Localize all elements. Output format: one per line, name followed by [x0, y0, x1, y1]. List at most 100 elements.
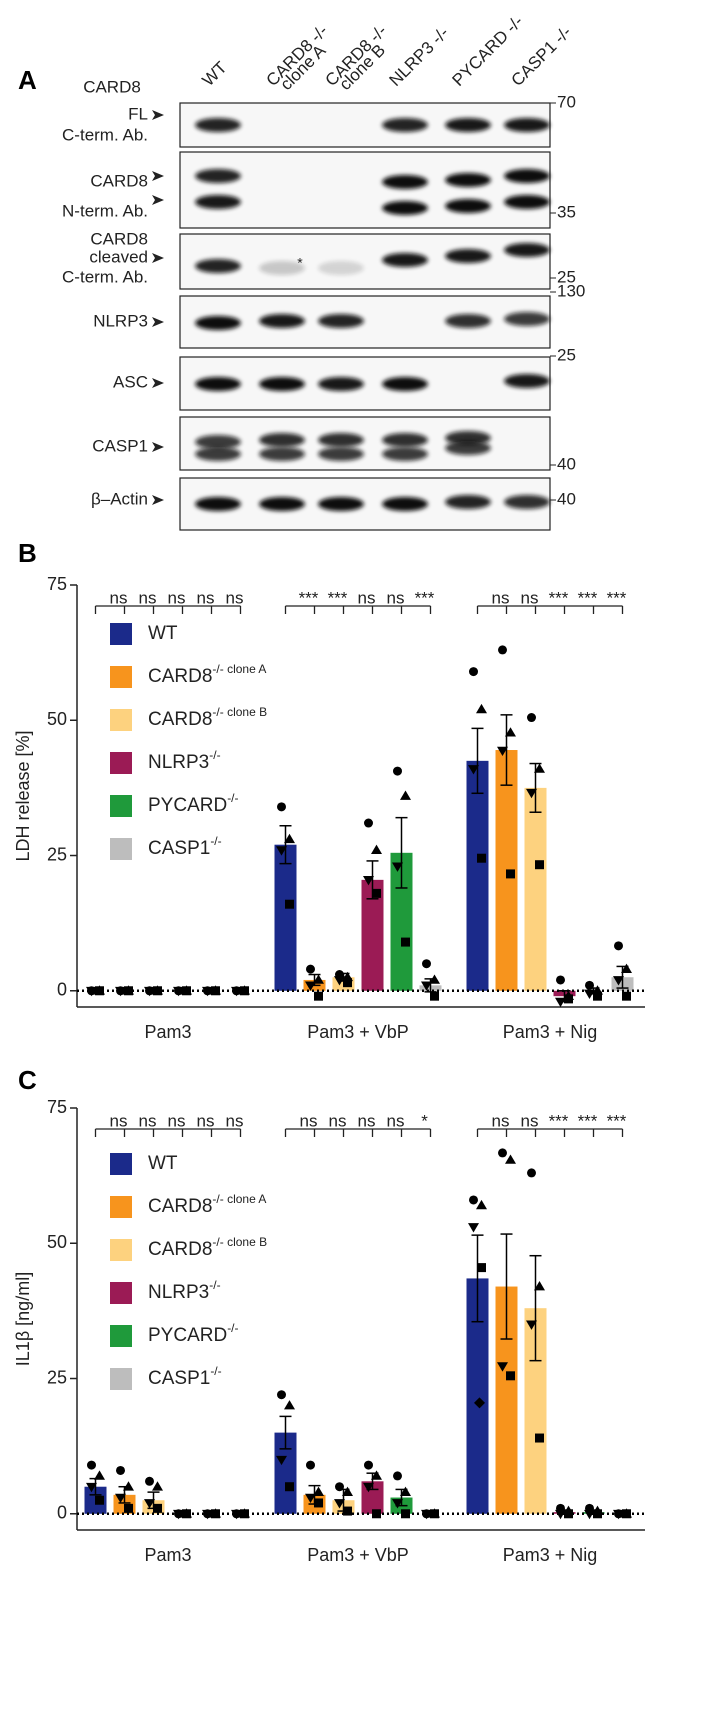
significance-label: ***: [415, 588, 435, 607]
blot-band: [318, 447, 364, 461]
data-point: [430, 991, 439, 1001]
x-tick-label: Pam3: [144, 1022, 191, 1042]
data-point: [506, 869, 515, 879]
data-point: [527, 1168, 536, 1178]
data-point: [335, 1482, 344, 1492]
data-point: [474, 1397, 485, 1409]
blot-band: [382, 201, 428, 215]
legend-swatch: [110, 1368, 132, 1390]
legend-name: CASP1: [148, 838, 210, 859]
data-point: [364, 818, 373, 828]
data-point: [144, 986, 155, 997]
blot-band: [445, 118, 491, 132]
legend-name: CARD8: [148, 709, 212, 730]
legend-swatch: [110, 795, 132, 817]
blot-band: [382, 447, 428, 461]
data-point: [476, 703, 487, 714]
significance-label: ns: [329, 1111, 347, 1130]
legend-swatch: [110, 666, 132, 688]
data-point: [240, 1509, 249, 1519]
lane-label: NLRP3 -/-: [386, 23, 453, 90]
data-point: [284, 1400, 295, 1410]
row-label: C-term. Ab.: [62, 125, 148, 144]
x-tick-label: Pam3 + Nig: [503, 1545, 598, 1565]
data-point: [95, 986, 104, 996]
legend-superscript: -/- clone B: [212, 1235, 267, 1249]
blot-band: [445, 495, 491, 509]
data-point: [564, 1509, 573, 1519]
blot-band: [445, 431, 491, 445]
bar: [524, 1308, 547, 1514]
data-point: [202, 1509, 213, 1520]
legend-label: CASP1-/-: [148, 1364, 222, 1389]
significance-label: ns: [358, 588, 376, 607]
data-point: [555, 1509, 566, 1520]
row-label: NLRP3: [93, 311, 148, 330]
legend-label: CARD8-/- clone B: [148, 705, 267, 730]
blot-band: [445, 314, 491, 328]
data-point: [211, 986, 220, 996]
y-axis-label: IL1β [ng/ml]: [13, 1272, 33, 1366]
data-point: [400, 1486, 411, 1496]
row-label: CARD8: [90, 229, 148, 248]
blot-band: [504, 374, 550, 388]
legend-superscript: -/-: [227, 1321, 238, 1335]
y-tick-label: 0: [57, 980, 67, 1000]
data-point: [313, 1486, 324, 1496]
data-point: [556, 975, 565, 985]
legend-swatch: [110, 1325, 132, 1347]
legend-swatch: [110, 1239, 132, 1261]
data-point: [306, 1460, 315, 1470]
error-bar: [529, 1254, 542, 1362]
blot-band: [504, 118, 550, 132]
data-point: [211, 1509, 220, 1519]
blot-band: [195, 377, 241, 391]
data-point: [498, 645, 507, 655]
legend-name: NLRP3: [148, 752, 209, 773]
significance-label: ns: [168, 588, 186, 607]
row-arrow: [152, 195, 164, 205]
blot-band: [504, 195, 550, 209]
significance-label: ns: [226, 1111, 244, 1130]
legend-superscript: -/-: [210, 834, 221, 848]
data-point: [469, 1195, 478, 1205]
significance-label: ns: [387, 1111, 405, 1130]
data-point: [95, 1495, 104, 1505]
data-point: [343, 1506, 352, 1516]
blot-frame: [179, 233, 551, 290]
row-arrow: [152, 495, 164, 505]
row-arrow: [152, 110, 164, 120]
blot-band: [318, 433, 364, 447]
data-point: [276, 1455, 287, 1466]
data-point: [305, 1493, 316, 1504]
data-point: [535, 1433, 544, 1443]
legend-label: CASP1-/-: [148, 834, 222, 859]
data-point: [613, 1509, 624, 1520]
legend-swatch: [110, 752, 132, 774]
row-label: CARD8: [90, 171, 148, 190]
data-point: [527, 713, 536, 723]
data-point: [535, 860, 544, 870]
data-point: [372, 888, 381, 898]
data-point: [173, 1509, 184, 1520]
data-point: [534, 1281, 545, 1291]
row-arrow: [152, 171, 164, 181]
significance-label: ns: [110, 588, 128, 607]
significance-label: ***: [578, 1111, 598, 1130]
legend-swatch: [110, 623, 132, 645]
data-point: [498, 1148, 507, 1158]
error-bar: [500, 1233, 513, 1340]
data-point: [364, 1460, 373, 1470]
data-point: [526, 788, 537, 799]
data-point: [622, 991, 631, 1001]
marker-label: 70: [557, 92, 576, 111]
data-point: [393, 766, 402, 776]
significance-label: ns: [358, 1111, 376, 1130]
data-point: [153, 1503, 162, 1513]
significance-label: ***: [299, 588, 319, 607]
data-point: [613, 976, 624, 986]
data-point: [477, 853, 486, 863]
data-point: [314, 991, 323, 1001]
data-point: [555, 997, 566, 1008]
legend-swatch: [110, 1282, 132, 1304]
